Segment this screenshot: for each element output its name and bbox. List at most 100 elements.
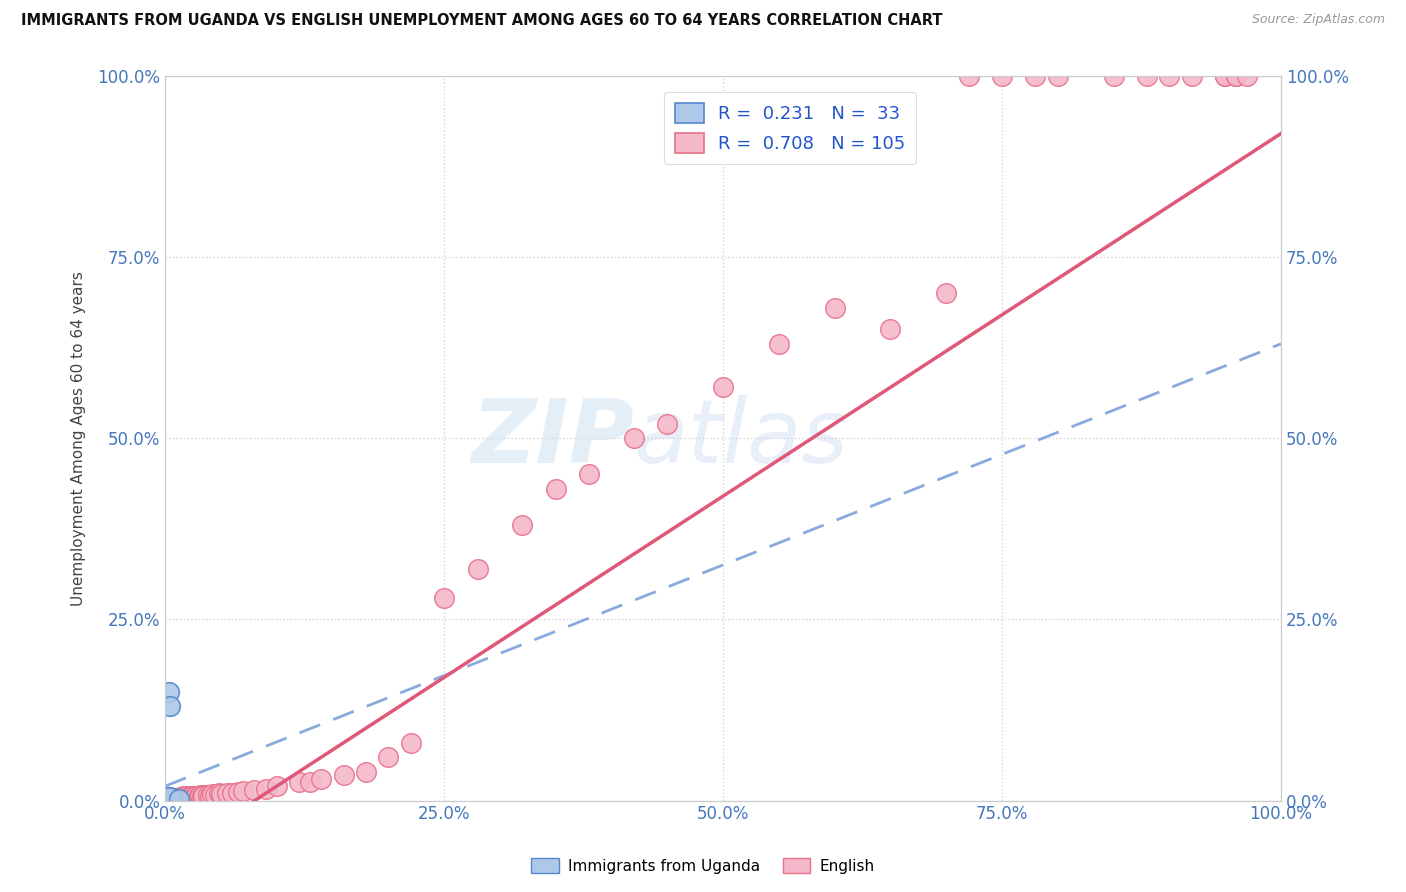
Point [157,791,180,805]
Point [197,788,219,802]
Point [215,786,238,800]
Point [166,791,188,805]
Point [173,789,195,804]
Point [159,791,181,805]
Point [1136,69,1159,83]
Point [170,789,193,804]
Point [243,782,266,797]
Point [208,786,231,800]
Point [165,791,187,805]
Point [167,792,190,806]
Point [209,787,232,801]
Point [159,792,181,806]
Point [578,467,600,482]
Point [165,791,187,805]
Point [174,790,197,805]
Point [991,69,1014,83]
Point [879,322,901,336]
Point [510,518,533,533]
Point [160,790,183,805]
Text: Source: ZipAtlas.com: Source: ZipAtlas.com [1251,13,1385,27]
Point [159,791,181,805]
Point [159,791,181,805]
Point [187,789,209,804]
Point [159,790,181,805]
Point [768,336,790,351]
Point [824,301,846,315]
Point [166,791,188,805]
Point [159,790,181,805]
Point [159,792,181,806]
Point [1159,69,1181,83]
Point [163,792,186,806]
Point [159,791,181,805]
Point [181,789,204,804]
Point [191,789,214,803]
Point [159,791,181,805]
Point [169,790,191,805]
Point [163,791,186,805]
Point [159,792,181,806]
Point [288,775,311,789]
Point [1225,69,1247,83]
Point [159,791,181,805]
Point [157,792,180,806]
Point [159,792,181,806]
Point [1225,69,1247,83]
Point [177,789,200,804]
Point [180,789,202,804]
Point [157,790,180,805]
Point [170,789,193,804]
Point [160,790,183,805]
Point [160,791,183,805]
Point [1181,69,1204,83]
Point [160,791,183,805]
Point [159,792,181,806]
Point [623,431,645,445]
Point [201,787,224,801]
Point [198,789,221,803]
Point [1024,69,1046,83]
Point [159,791,181,805]
Point [332,768,354,782]
Point [377,750,399,764]
Point [157,791,180,805]
Point [165,790,187,805]
Point [935,286,957,301]
Point [159,790,181,805]
Point [159,792,181,806]
Point [163,790,186,805]
Text: atlas: atlas [634,395,849,481]
Point [157,790,180,805]
Point [176,789,198,804]
Point [162,791,184,805]
Point [172,789,194,804]
Point [159,790,181,805]
Point [160,790,183,805]
Legend: Immigrants from Uganda, English: Immigrants from Uganda, English [524,852,882,880]
Point [170,789,193,804]
Point [311,772,333,786]
Point [181,789,204,803]
Point [157,685,180,699]
Point [165,790,187,805]
Point [221,786,243,800]
Point [191,789,214,803]
Point [204,788,226,802]
Point [162,791,184,805]
Point [159,792,181,806]
Point [399,736,422,750]
Point [157,789,180,804]
Point [157,789,180,804]
Point [167,790,190,805]
Point [354,764,377,779]
Point [159,791,181,805]
Point [159,791,181,805]
Point [170,790,193,805]
Point [1213,69,1236,83]
Point [159,791,181,805]
Point [163,792,186,806]
Point [544,482,567,496]
Point [1213,69,1236,83]
Point [193,788,215,802]
